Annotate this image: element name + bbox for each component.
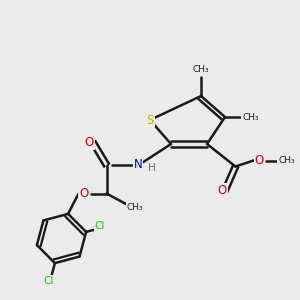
Text: CH₃: CH₃	[127, 202, 143, 211]
Text: H: H	[148, 163, 155, 173]
Text: N: N	[134, 158, 142, 172]
Text: CH₃: CH₃	[193, 64, 209, 74]
Text: S: S	[146, 113, 154, 127]
Text: O: O	[255, 154, 264, 167]
Text: CH₃: CH₃	[278, 156, 295, 165]
Text: Cl: Cl	[94, 221, 105, 231]
Text: O: O	[80, 187, 88, 200]
Text: CH₃: CH₃	[242, 112, 259, 122]
Text: Cl: Cl	[43, 276, 53, 286]
Text: O: O	[218, 184, 226, 197]
Text: O: O	[85, 136, 94, 149]
